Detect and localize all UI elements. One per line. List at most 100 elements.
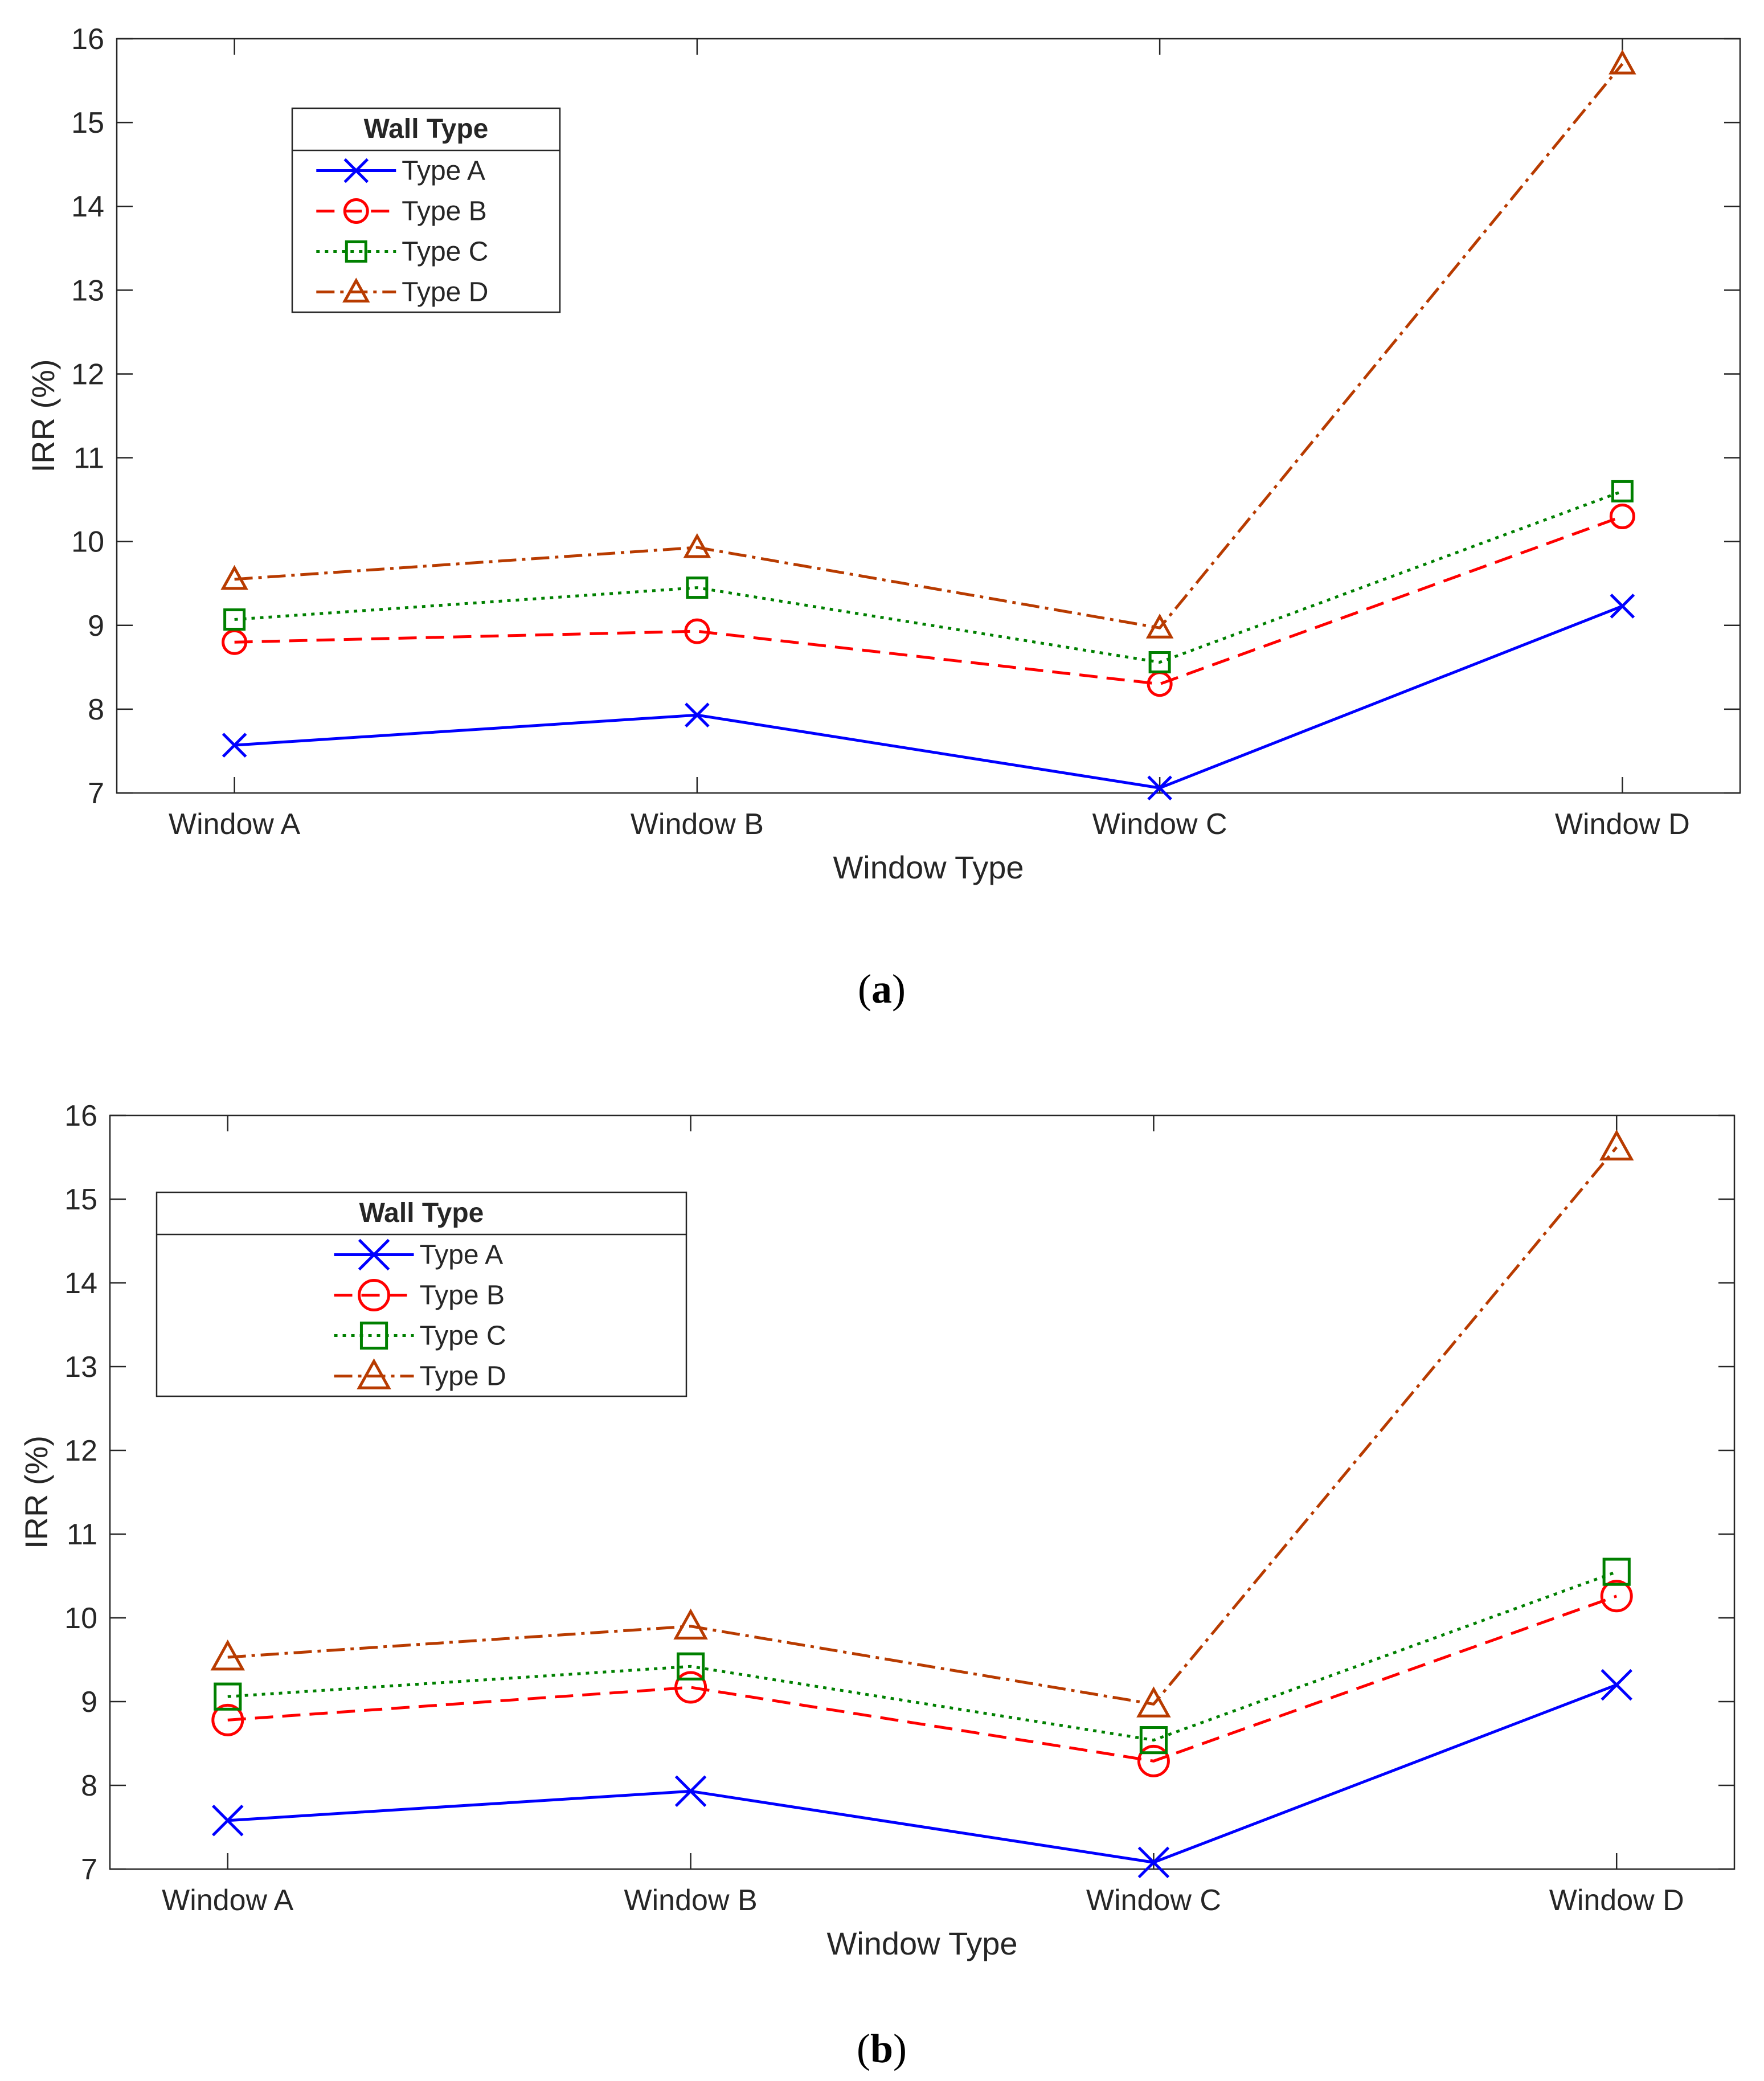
series-line xyxy=(234,490,1623,664)
y-tick-label: 13 xyxy=(64,1351,97,1384)
legend-marker xyxy=(357,1358,391,1389)
x-tick-label: Window D xyxy=(1555,808,1690,841)
legend-label: Type B xyxy=(420,1281,505,1311)
legend-label: Type A xyxy=(420,1240,504,1270)
legend-marker xyxy=(342,277,370,302)
series-line xyxy=(227,1570,1618,1742)
legend-marker xyxy=(358,1238,390,1271)
data-point xyxy=(1148,651,1171,674)
x-axis-label: Window Type xyxy=(833,849,1024,885)
data-point xyxy=(1139,1726,1168,1755)
legend-label: Type D xyxy=(420,1362,506,1392)
figure-caption: (a) xyxy=(858,966,906,1012)
data-point xyxy=(214,1682,242,1711)
legend-marker xyxy=(358,1279,391,1311)
x-tick-label: Window A xyxy=(169,808,301,841)
series-type-d xyxy=(210,1129,1634,1718)
y-tick-label: 11 xyxy=(73,442,104,475)
y-tick-label: 14 xyxy=(71,190,104,223)
y-axis-label: IRR (%) xyxy=(25,359,61,472)
data-point xyxy=(222,629,248,655)
legend: Wall Type Type A Type B Type C Type D xyxy=(291,107,561,313)
data-point xyxy=(1136,1686,1171,1718)
legend-box xyxy=(155,1191,687,1397)
x-tick-label: Window D xyxy=(1549,1884,1684,1917)
series-line xyxy=(227,1595,1618,1763)
series-line xyxy=(227,1146,1618,1706)
data-point xyxy=(685,702,710,727)
x-tick-label: Window B xyxy=(624,1884,758,1917)
data-point xyxy=(1137,1744,1170,1777)
legend: Wall Type Type A Type B Type C Type D xyxy=(155,1191,687,1397)
data-point xyxy=(1600,1580,1633,1613)
data-point xyxy=(223,608,246,631)
x-tick-label: Window B xyxy=(631,808,764,841)
legend-title: Wall Type xyxy=(364,114,489,144)
figure-caption: (b) xyxy=(857,2026,907,2071)
legend-marker xyxy=(345,240,367,263)
data-point xyxy=(676,1652,705,1681)
legend-marker xyxy=(359,1321,388,1350)
legend-label: Type C xyxy=(420,1321,506,1351)
data-point xyxy=(220,565,248,590)
series-type-c xyxy=(214,1557,1631,1755)
data-point xyxy=(673,1608,708,1640)
data-point xyxy=(1609,504,1635,530)
legend-label: Type C xyxy=(402,237,488,267)
y-tick-label: 9 xyxy=(88,610,104,643)
legend-marker xyxy=(343,198,369,224)
legend-title: Wall Type xyxy=(359,1198,484,1228)
y-tick-label: 15 xyxy=(71,107,104,140)
data-point xyxy=(222,733,247,758)
series-line xyxy=(234,63,1624,629)
y-tick-label: 9 xyxy=(81,1686,97,1719)
y-tick-label: 10 xyxy=(71,526,104,559)
data-point xyxy=(1599,1129,1634,1161)
y-tick-label: 14 xyxy=(64,1267,97,1300)
data-point xyxy=(211,1703,244,1736)
data-point xyxy=(1602,1557,1631,1586)
legend-marker xyxy=(343,158,369,183)
legend-label: Type A xyxy=(402,156,485,186)
series-type-b xyxy=(222,504,1635,697)
y-tick-label: 8 xyxy=(88,693,104,726)
series-type-a xyxy=(222,594,1635,800)
x-tick-label: Window A xyxy=(162,1884,294,1917)
y-tick-label: 16 xyxy=(71,23,104,56)
legend-label: Type D xyxy=(402,277,488,308)
y-tick-label: 16 xyxy=(64,1099,97,1133)
data-point xyxy=(683,533,711,558)
series-line xyxy=(234,604,1623,790)
y-tick-label: 13 xyxy=(71,274,104,307)
chart-a: 7 8 9 10 11 12 13 14 15 16 Window A Window B Window … xyxy=(25,23,1741,1012)
y-tick-label: 11 xyxy=(67,1518,97,1551)
y-tick-label: 12 xyxy=(71,358,104,391)
x-tick-label: Window C xyxy=(1092,808,1227,841)
y-axis-label: IRR (%) xyxy=(18,1436,54,1549)
data-point xyxy=(210,1639,245,1671)
y-tick-label: 10 xyxy=(64,1602,97,1635)
y-tick-label: 8 xyxy=(81,1769,97,1802)
y-tick-label: 7 xyxy=(81,1853,97,1886)
x-tick-label: Window C xyxy=(1086,1884,1221,1917)
data-point xyxy=(212,1804,244,1837)
data-point xyxy=(1609,49,1636,75)
data-point xyxy=(1610,594,1635,619)
data-point xyxy=(1145,614,1174,639)
data-point xyxy=(1147,775,1172,800)
data-point xyxy=(1611,480,1634,502)
data-point xyxy=(674,1775,707,1808)
legend-box xyxy=(291,107,561,313)
data-point xyxy=(1601,1669,1632,1701)
series-type-a xyxy=(212,1669,1632,1879)
data-point xyxy=(686,577,709,599)
series-type-b xyxy=(211,1580,1633,1777)
data-point xyxy=(674,1671,707,1704)
data-point xyxy=(684,618,710,644)
series-type-d xyxy=(220,49,1636,639)
y-tick-label: 12 xyxy=(64,1434,97,1467)
chart-b: 7 8 9 10 11 12 13 14 15 16 Window A Window B Window … xyxy=(18,1099,1736,2071)
y-tick-label: 15 xyxy=(64,1183,97,1216)
x-axis-label: Window Type xyxy=(826,1925,1017,1961)
